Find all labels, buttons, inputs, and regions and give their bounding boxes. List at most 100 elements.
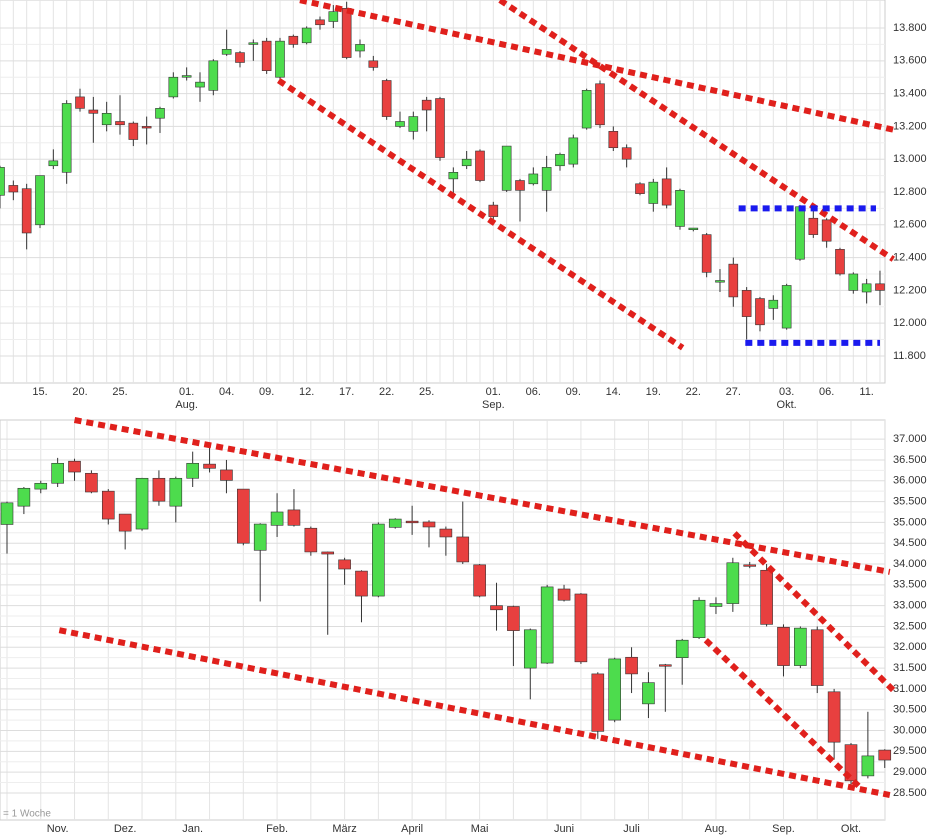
candle-body bbox=[642, 682, 655, 705]
x-tick-label: 17. bbox=[339, 386, 354, 398]
y-tick-label: 34.000 bbox=[893, 558, 927, 570]
x-tick-label: 22. bbox=[686, 386, 701, 398]
candle-body bbox=[555, 153, 565, 167]
candle-body bbox=[341, 8, 352, 58]
y-tick-label: 37.000 bbox=[893, 433, 927, 445]
y-tick-label: 12.000 bbox=[893, 317, 927, 329]
x-tick-label: Juli bbox=[623, 823, 640, 835]
candle-body bbox=[878, 749, 892, 761]
candle-body bbox=[456, 536, 470, 563]
candle-body bbox=[34, 482, 48, 490]
candle-body bbox=[540, 586, 554, 664]
y-tick-label: 29.500 bbox=[893, 745, 927, 757]
candle-body bbox=[768, 299, 779, 309]
candle-body bbox=[381, 80, 392, 117]
candle-body bbox=[355, 44, 365, 52]
trend-line bbox=[498, 0, 895, 262]
y-tick-label: 30.500 bbox=[893, 704, 927, 716]
candle-body bbox=[635, 183, 645, 194]
candle-body bbox=[728, 263, 739, 298]
candle-body bbox=[688, 227, 699, 231]
candle-body bbox=[591, 673, 605, 732]
y-tick-label: 30.000 bbox=[893, 724, 927, 736]
y-tick-label: 12.800 bbox=[893, 186, 927, 198]
x-tick-label: Okt. bbox=[841, 823, 861, 835]
candle-body bbox=[709, 603, 723, 607]
y-tick-label: 29.000 bbox=[893, 766, 927, 778]
candle-body bbox=[621, 147, 632, 160]
trend-line bbox=[277, 78, 685, 351]
y-tick-label: 12.400 bbox=[893, 251, 927, 263]
candle-body bbox=[168, 76, 179, 98]
candle-body bbox=[261, 40, 272, 71]
candle-body bbox=[253, 523, 267, 551]
candle-body bbox=[270, 511, 284, 526]
candle-body bbox=[405, 520, 419, 524]
trend-line bbox=[732, 531, 896, 693]
candle-body bbox=[581, 90, 592, 129]
candle-body bbox=[421, 99, 432, 111]
candle-body bbox=[659, 664, 672, 667]
candle-body bbox=[288, 35, 299, 45]
candle-body bbox=[675, 190, 685, 227]
candle-body bbox=[490, 605, 503, 611]
candle-body bbox=[821, 219, 832, 242]
candle-body bbox=[128, 122, 139, 140]
candle-body bbox=[328, 11, 339, 22]
candle-body bbox=[827, 691, 841, 743]
candle-body bbox=[152, 477, 166, 502]
candle-body bbox=[439, 528, 453, 538]
x-tick-label: Sep. bbox=[772, 823, 795, 835]
candle-body bbox=[195, 81, 205, 88]
candle-body bbox=[755, 298, 765, 326]
y-tick-label: 33.500 bbox=[893, 579, 927, 591]
candle-body bbox=[395, 121, 405, 127]
trend-line bbox=[703, 638, 865, 793]
candle-body bbox=[208, 60, 219, 91]
y-tick-label: 32.000 bbox=[893, 641, 927, 653]
candle-body bbox=[35, 175, 45, 226]
x-tick-label: Jan. bbox=[182, 823, 203, 835]
x-tick-label: Mai bbox=[471, 823, 489, 835]
candle-body bbox=[741, 290, 752, 317]
y-tick-label: 32.500 bbox=[893, 620, 927, 632]
x-tick-label: 01. bbox=[486, 386, 501, 398]
candle-body bbox=[101, 490, 115, 520]
x-tick-label: 01. bbox=[179, 386, 194, 398]
x-month-label: Aug. bbox=[175, 399, 198, 411]
candle-body bbox=[321, 551, 335, 555]
y-tick-label: 13.400 bbox=[893, 88, 927, 100]
y-tick-label: 33.000 bbox=[893, 600, 927, 612]
candle-body bbox=[235, 52, 245, 63]
candle-body bbox=[568, 137, 579, 165]
y-tick-label: 34.500 bbox=[893, 537, 927, 549]
candle-body bbox=[135, 477, 149, 530]
y-tick-label: 12.200 bbox=[893, 284, 927, 296]
candle-body bbox=[186, 462, 199, 479]
candle-body bbox=[275, 40, 285, 78]
x-tick-label: 22. bbox=[379, 386, 394, 398]
candle-body bbox=[557, 588, 571, 601]
candle-body bbox=[48, 160, 59, 167]
candle-body bbox=[507, 606, 520, 631]
candle-body bbox=[85, 472, 98, 493]
candle-body bbox=[777, 626, 790, 666]
candle-body bbox=[75, 96, 85, 109]
candle-body bbox=[541, 167, 552, 191]
candle-body bbox=[488, 204, 499, 217]
x-tick-label: 12. bbox=[299, 386, 314, 398]
y-tick-label: 11.800 bbox=[893, 350, 926, 362]
candle-body bbox=[661, 178, 672, 206]
candle-body bbox=[155, 108, 165, 119]
candle-body bbox=[248, 42, 259, 45]
candle-body bbox=[861, 755, 875, 777]
trend-line bbox=[299, 0, 894, 133]
y-tick-label: 31.500 bbox=[893, 662, 927, 674]
candle-body bbox=[88, 109, 99, 114]
x-tick-label: 06. bbox=[526, 386, 541, 398]
x-tick-label: März bbox=[332, 823, 356, 835]
candle-body bbox=[501, 145, 512, 191]
candle-body bbox=[795, 206, 805, 260]
candle-body bbox=[625, 656, 638, 675]
y-tick-label: 13.600 bbox=[893, 55, 927, 67]
